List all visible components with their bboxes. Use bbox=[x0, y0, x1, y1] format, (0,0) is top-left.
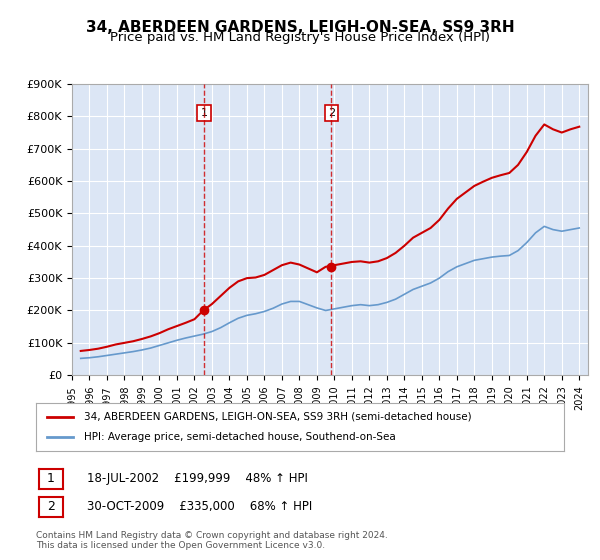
Text: 30-OCT-2009    £335,000    68% ↑ HPI: 30-OCT-2009 £335,000 68% ↑ HPI bbox=[87, 500, 312, 514]
Text: HPI: Average price, semi-detached house, Southend-on-Sea: HPI: Average price, semi-detached house,… bbox=[83, 432, 395, 442]
Text: 34, ABERDEEN GARDENS, LEIGH-ON-SEA, SS9 3RH (semi-detached house): 34, ABERDEEN GARDENS, LEIGH-ON-SEA, SS9 … bbox=[83, 412, 471, 422]
Text: 1: 1 bbox=[47, 472, 55, 486]
Text: 18-JUL-2002    £199,999    48% ↑ HPI: 18-JUL-2002 £199,999 48% ↑ HPI bbox=[87, 472, 308, 486]
Text: 2: 2 bbox=[47, 500, 55, 514]
Text: 2: 2 bbox=[328, 108, 335, 118]
Text: 1: 1 bbox=[200, 108, 208, 118]
Text: 34, ABERDEEN GARDENS, LEIGH-ON-SEA, SS9 3RH: 34, ABERDEEN GARDENS, LEIGH-ON-SEA, SS9 … bbox=[86, 20, 514, 35]
Text: Contains HM Land Registry data © Crown copyright and database right 2024.
This d: Contains HM Land Registry data © Crown c… bbox=[36, 530, 388, 550]
Text: Price paid vs. HM Land Registry's House Price Index (HPI): Price paid vs. HM Land Registry's House … bbox=[110, 31, 490, 44]
